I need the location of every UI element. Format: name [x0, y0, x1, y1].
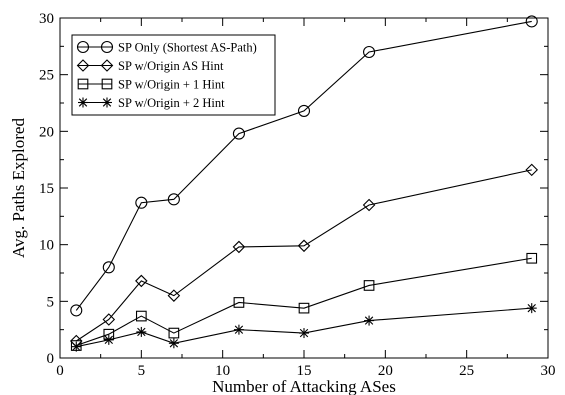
asterisk-stroke	[299, 328, 309, 338]
series-circle	[70, 15, 538, 317]
asterisk-stroke	[104, 335, 113, 345]
data-point-asterisk	[299, 328, 309, 339]
axis-ticks: 0 5 10 15 20 25 30 0 5 10 15 20 25 30	[39, 11, 556, 379]
y-tick-label: 10	[39, 238, 54, 254]
y-tick-label: 15	[39, 181, 54, 197]
data-point-diamond	[135, 274, 148, 288]
data-point-circle	[70, 304, 83, 317]
data-point-asterisk	[233, 324, 244, 335]
x-tick-label: 0	[56, 363, 64, 379]
series-asterisk	[71, 303, 537, 352]
data-point-asterisk	[102, 97, 112, 108]
series-line	[76, 307, 532, 348]
legend-item: SP Only (Shortest AS-Path)	[76, 40, 257, 55]
asterisk-stroke	[364, 316, 374, 325]
series-layer	[69, 15, 539, 352]
y-tick-label: 20	[39, 124, 54, 140]
legend-label: SP w/Origin + 2 Hint	[118, 96, 225, 110]
data-point-asterisk	[168, 338, 179, 349]
data-point-circle	[232, 127, 245, 140]
x-tick-label: 10	[215, 363, 230, 379]
asterisk-stroke	[137, 327, 146, 337]
data-point-square	[101, 78, 113, 90]
x-axis-title: Number of Attacking ASes	[212, 377, 396, 395]
asterisk-stroke	[102, 98, 112, 107]
x-tick-label: 30	[541, 363, 556, 379]
series-line	[75, 169, 532, 342]
legend-label: SP Only (Shortest AS-Path)	[118, 41, 257, 55]
x-tick-label: 5	[138, 363, 146, 379]
series-line	[75, 20, 532, 311]
data-point-circle	[135, 196, 148, 209]
data-point-circle	[100, 40, 114, 54]
data-point-circle	[76, 40, 90, 54]
data-point-square	[526, 252, 538, 264]
asterisk-stroke	[78, 98, 88, 107]
legend-item: SP w/Origin + 2 Hint	[78, 96, 225, 110]
data-point-diamond	[232, 240, 246, 254]
data-point-diamond	[102, 313, 116, 326]
data-point-diamond	[297, 239, 311, 253]
y-axis-title: Avg. Paths Explored	[9, 118, 28, 258]
y-tick-label: 25	[39, 68, 54, 84]
data-point-diamond	[100, 59, 114, 72]
asterisk-stroke	[169, 339, 179, 348]
data-point-square	[363, 280, 375, 291]
data-point-square	[135, 310, 147, 322]
series-line	[76, 257, 532, 347]
data-point-circle	[167, 193, 180, 206]
data-point-circle	[102, 261, 115, 274]
data-point-circle	[363, 45, 376, 59]
data-point-diamond	[76, 59, 90, 72]
y-tick-label: 0	[47, 351, 55, 367]
y-tick-label: 30	[39, 11, 54, 27]
legend-label: SP w/Origin AS Hint	[118, 59, 224, 73]
data-point-asterisk	[364, 315, 375, 326]
data-point-square	[233, 297, 245, 308]
data-point-diamond	[362, 198, 376, 212]
data-point-asterisk	[136, 326, 147, 337]
x-tick-label: 20	[378, 363, 393, 379]
data-point-asterisk	[78, 97, 88, 108]
data-point-square	[77, 78, 89, 90]
legend-label: SP w/Origin + 1 Hint	[118, 78, 225, 92]
asterisk-stroke	[527, 303, 536, 313]
asterisk-stroke	[72, 342, 81, 351]
x-tick-label: 15	[297, 363, 312, 379]
data-point-diamond	[525, 163, 539, 177]
x-tick-label: 25	[459, 363, 474, 379]
y-tick-label: 5	[47, 294, 55, 310]
series-diamond	[69, 163, 539, 348]
data-point-circle	[525, 15, 538, 28]
data-point-asterisk	[71, 341, 82, 352]
legend-item: SP w/Origin + 1 Hint	[77, 78, 225, 92]
data-point-asterisk	[526, 303, 537, 314]
data-point-asterisk	[103, 334, 114, 345]
data-point-diamond	[167, 289, 181, 302]
data-point-circle	[297, 104, 311, 117]
data-point-square	[168, 327, 180, 339]
data-point-square	[298, 302, 310, 314]
asterisk-stroke	[234, 325, 244, 334]
legend-item: SP w/Origin AS Hint	[76, 59, 224, 73]
legend: SP Only (Shortest AS-Path) SP w/Origin AS…	[71, 34, 276, 116]
